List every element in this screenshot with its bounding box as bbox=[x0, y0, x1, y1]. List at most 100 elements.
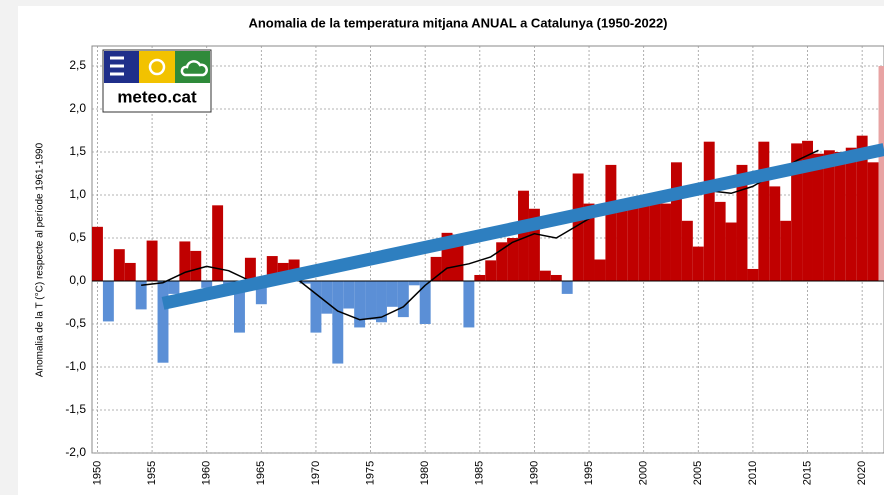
bar bbox=[441, 232, 453, 281]
y-tick-label: -2,0 bbox=[65, 445, 86, 459]
bar bbox=[747, 268, 759, 281]
x-tick-label: 2015 bbox=[801, 461, 813, 485]
bar bbox=[332, 281, 344, 364]
bar bbox=[550, 274, 562, 281]
bar bbox=[343, 281, 355, 309]
y-tick-label: 0,5 bbox=[69, 230, 86, 244]
bar bbox=[255, 281, 267, 305]
bar bbox=[168, 281, 180, 294]
bar bbox=[758, 141, 770, 281]
bar bbox=[157, 281, 169, 363]
bar bbox=[386, 281, 398, 307]
bar bbox=[518, 190, 529, 281]
chart-title: Anomalia de la temperatura mitjana ANUAL… bbox=[248, 15, 667, 30]
bar bbox=[452, 234, 464, 281]
bar bbox=[638, 199, 650, 281]
bar bbox=[474, 274, 486, 281]
bar bbox=[376, 281, 387, 323]
x-tick-label: 2000 bbox=[638, 461, 650, 485]
bar bbox=[572, 173, 584, 281]
x-tick-label: 1980 bbox=[419, 461, 431, 485]
bar bbox=[605, 164, 617, 281]
bar bbox=[266, 256, 278, 281]
bar bbox=[212, 205, 224, 281]
bar bbox=[660, 203, 671, 281]
bar bbox=[670, 162, 682, 281]
bar bbox=[463, 281, 475, 328]
bar bbox=[234, 281, 245, 333]
bar bbox=[496, 242, 508, 281]
bar bbox=[834, 152, 846, 281]
x-tick-label: 1975 bbox=[364, 461, 376, 485]
plot: -2,0 -1,5 -1,0 -0,5 0,0 0,5 1,0 1,5 2,0 2,5 1950 19… bbox=[65, 45, 884, 485]
bar bbox=[856, 135, 868, 281]
bar bbox=[725, 222, 737, 281]
bar bbox=[649, 195, 661, 281]
bar bbox=[812, 153, 824, 281]
bar bbox=[616, 207, 628, 281]
bar bbox=[507, 238, 519, 281]
x-tick-label: 1995 bbox=[583, 461, 595, 485]
bar bbox=[408, 281, 420, 286]
x-tick-label: 1950 bbox=[91, 461, 103, 485]
y-tick-label: 2,0 bbox=[69, 101, 86, 115]
x-tick-label: 2020 bbox=[856, 461, 868, 485]
bar bbox=[244, 257, 256, 281]
y-tick-label: -0,5 bbox=[65, 316, 86, 330]
bar bbox=[703, 141, 715, 281]
bar bbox=[627, 203, 639, 281]
bar bbox=[201, 281, 213, 288]
logo: meteo.cat bbox=[102, 49, 212, 113]
trend-line bbox=[161, 143, 884, 310]
y-tick-label: -1,5 bbox=[65, 402, 86, 416]
bar bbox=[802, 140, 813, 281]
x-tick-label: 1990 bbox=[528, 461, 540, 485]
bar bbox=[310, 281, 322, 333]
bar bbox=[146, 240, 158, 281]
bar bbox=[528, 208, 540, 281]
plot-area bbox=[91, 45, 884, 454]
y-tick-label: 1,0 bbox=[69, 187, 86, 201]
logo-text: meteo.cat bbox=[117, 87, 197, 106]
bar bbox=[485, 260, 497, 281]
y-tick-label: 2,5 bbox=[69, 58, 86, 72]
bar bbox=[135, 281, 147, 310]
x-tick-label: 2010 bbox=[747, 461, 759, 485]
bar bbox=[780, 220, 792, 281]
bar bbox=[692, 246, 704, 281]
bar bbox=[397, 281, 409, 318]
bar bbox=[365, 281, 377, 320]
bar bbox=[791, 143, 803, 281]
y-axis-label: Anomalia de la T (°C) respecte al períod… bbox=[35, 142, 46, 377]
bar bbox=[845, 147, 857, 281]
x-tick-label: 1965 bbox=[255, 461, 267, 485]
x-tick-label: 1985 bbox=[474, 461, 486, 485]
bar bbox=[594, 259, 606, 281]
bar bbox=[354, 281, 366, 328]
y-tick-label: 0,0 bbox=[69, 273, 86, 287]
bar bbox=[769, 186, 781, 281]
bar bbox=[113, 249, 125, 281]
bar bbox=[299, 281, 311, 284]
bar bbox=[124, 262, 136, 281]
x-tick-label: 1960 bbox=[201, 461, 213, 485]
x-tick-label: 2005 bbox=[692, 461, 704, 485]
bar bbox=[561, 281, 573, 294]
bar bbox=[92, 226, 103, 281]
bar bbox=[823, 150, 835, 281]
bar bbox=[190, 250, 202, 281]
bar bbox=[736, 164, 748, 281]
bar bbox=[102, 281, 114, 322]
bar bbox=[321, 281, 333, 314]
bar bbox=[878, 66, 884, 281]
bar bbox=[419, 281, 431, 324]
y-tick-label: 1,5 bbox=[69, 144, 86, 158]
x-tick-label: 1955 bbox=[146, 461, 158, 485]
y-tick-label: -1,0 bbox=[65, 359, 86, 373]
bar bbox=[681, 220, 693, 281]
bar bbox=[583, 203, 595, 281]
bar bbox=[430, 256, 442, 281]
bar bbox=[539, 270, 551, 281]
